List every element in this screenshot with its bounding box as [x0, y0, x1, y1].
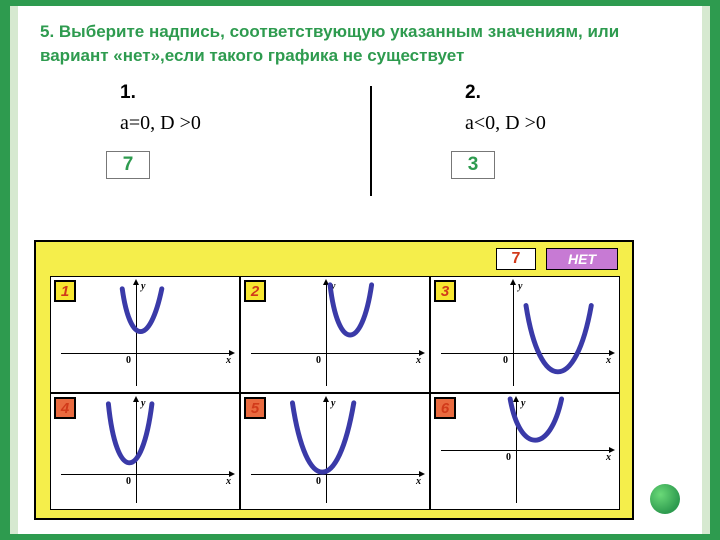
- option-2-condition: a<0, D >0: [465, 112, 680, 135]
- parabola-curve: [51, 394, 239, 509]
- graph-cell-2[interactable]: 20xy: [240, 276, 430, 393]
- parabola-curve: [51, 277, 239, 392]
- parabola-curve: [241, 394, 429, 509]
- frame-top: [0, 0, 720, 6]
- option-1-number: 1.: [120, 82, 335, 104]
- frame-right-inner: [702, 6, 710, 534]
- option-1-answer[interactable]: 7: [106, 151, 150, 179]
- options-divider: [370, 86, 372, 196]
- option-2-answer[interactable]: 3: [451, 151, 495, 179]
- graph-cell-3[interactable]: 30xy: [430, 276, 620, 393]
- frame-left-inner: [10, 6, 18, 534]
- graphs-panel: 7 НЕТ 10xy20xy30xy 40xy50xy60xy: [34, 240, 634, 520]
- frame-right: [710, 0, 720, 540]
- graph-cell-1[interactable]: 10xy: [50, 276, 240, 393]
- options-row: 1. a=0, D >0 7 2. a<0, D >0 3: [40, 82, 680, 179]
- topbar: 7 НЕТ: [496, 248, 618, 270]
- question-text: 5. Выберите надпись, соответствующую ука…: [40, 20, 680, 68]
- net-button[interactable]: НЕТ: [546, 248, 618, 270]
- parabola-curve: [241, 277, 429, 392]
- graphs-grid: 10xy20xy30xy 40xy50xy60xy: [50, 276, 620, 510]
- frame-bottom: [0, 534, 720, 540]
- graph-cell-6[interactable]: 60xy: [430, 393, 620, 510]
- option-2-number: 2.: [465, 82, 680, 104]
- graph-cell-4[interactable]: 40xy: [50, 393, 240, 510]
- option-1-condition: a=0, D >0: [120, 112, 335, 135]
- frame-left: [0, 0, 10, 540]
- option-1: 1. a=0, D >0 7: [40, 82, 335, 179]
- topbar-seven[interactable]: 7: [496, 248, 536, 270]
- option-2: 2. a<0, D >0 3: [335, 82, 680, 179]
- parabola-curve: [431, 277, 619, 392]
- graph-cell-5[interactable]: 50xy: [240, 393, 430, 510]
- parabola-curve: [431, 394, 619, 509]
- decoration-dot: [650, 484, 680, 514]
